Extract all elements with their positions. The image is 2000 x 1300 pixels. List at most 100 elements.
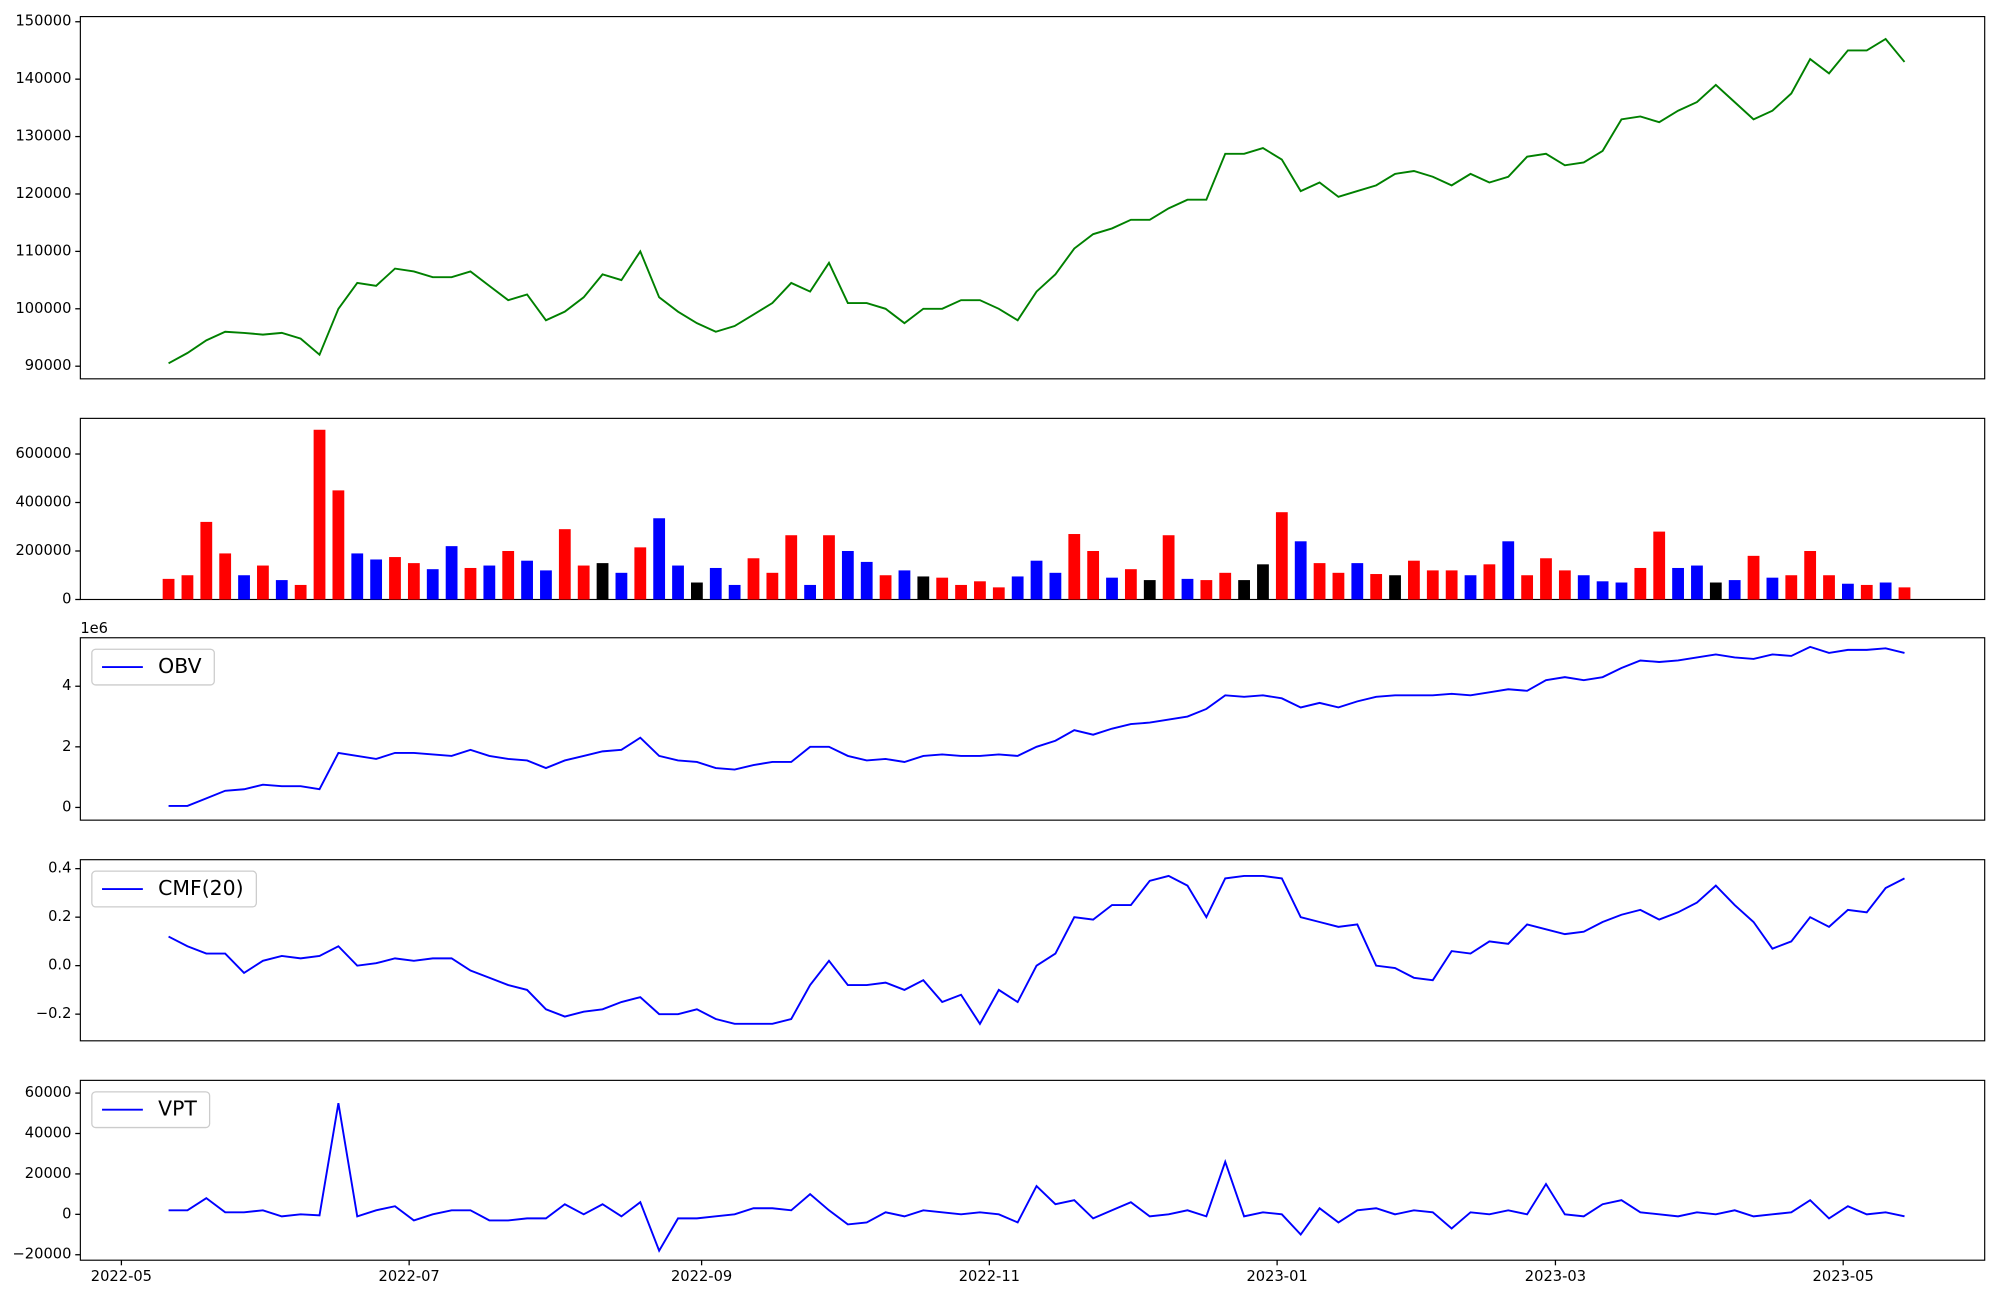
legend-box	[91, 648, 215, 686]
volume-bar	[1898, 587, 1911, 600]
volume-bar	[1596, 581, 1609, 600]
volume-bar	[1275, 512, 1288, 600]
volume-bar	[747, 558, 760, 600]
legend-box	[91, 1091, 211, 1129]
y-tick-label: 200000	[15, 542, 71, 559]
volume-bar	[804, 584, 817, 600]
y-tick-label: 150000	[15, 13, 71, 30]
y-tick-label: 0	[62, 1205, 71, 1222]
y-tick-label: 0	[62, 590, 71, 607]
x-tick-label: 2023-05	[1813, 1268, 1874, 1285]
volume-bar	[1408, 560, 1420, 600]
volume-bar	[407, 563, 420, 600]
volume-bar	[1615, 582, 1628, 600]
axes-frame	[79, 16, 1986, 380]
volume-bar	[1049, 572, 1062, 600]
volume-bar	[1728, 580, 1741, 600]
y-tick-label: 20000	[25, 1165, 72, 1182]
volume-bar	[1823, 575, 1835, 600]
y-tick-label: 60000	[25, 1084, 72, 1101]
volume-bar	[238, 575, 250, 600]
volume-bar	[577, 565, 590, 600]
volume-bar	[1087, 550, 1100, 600]
x-tick-label: 2023-01	[1246, 1268, 1307, 1285]
volume-bar	[1709, 582, 1722, 600]
volume-bar	[464, 567, 477, 600]
volume-bar	[690, 582, 703, 600]
x-tick-label: 2022-05	[91, 1268, 152, 1285]
volume-bar	[728, 584, 741, 600]
volume-bar	[1124, 569, 1137, 600]
y-tick-label: 0.4	[48, 860, 71, 877]
y-tick-label: 130000	[15, 128, 71, 145]
volume-bar	[1389, 575, 1401, 600]
volume-bar	[219, 553, 232, 600]
y-tick-label: 90000	[25, 357, 72, 374]
volume-bar	[1747, 555, 1760, 600]
volume-bar	[370, 559, 383, 600]
volume-bar	[351, 553, 364, 600]
volume-bar	[879, 575, 892, 600]
volume-bar	[181, 575, 194, 600]
volume-bar	[1238, 580, 1250, 600]
volume-bar	[653, 518, 666, 600]
y-tick-label: 400000	[15, 494, 71, 511]
volume-bar	[955, 584, 967, 600]
y-tick-label: −0.2	[36, 1005, 72, 1022]
volume-bar	[257, 565, 269, 600]
volume-bar	[917, 576, 930, 600]
y-tick-label: −20000	[13, 1246, 72, 1263]
y-tick-label: 4	[62, 677, 71, 694]
y-tick-label: 0.2	[48, 908, 71, 925]
volume-bar	[634, 547, 647, 600]
volume-bar	[389, 557, 401, 600]
volume-bar	[1502, 541, 1515, 600]
volume-bar	[1426, 570, 1439, 600]
volume-bar	[1030, 560, 1043, 600]
volume-bar	[1219, 572, 1232, 600]
volume-bar	[1691, 565, 1703, 600]
volume-bar	[1483, 564, 1496, 600]
legend-text: OBV	[158, 654, 201, 678]
volume-bar	[540, 570, 552, 600]
line	[168, 874, 1905, 1026]
volume-bar	[936, 577, 949, 600]
y-tick-label: 120000	[15, 185, 71, 202]
volume-bar	[294, 584, 307, 600]
x-tick-label: 2022-11	[959, 1268, 1020, 1285]
volume-bar	[898, 570, 911, 600]
y-tick-label: 600000	[15, 445, 71, 462]
volume-bar	[672, 565, 684, 600]
volume-bar	[426, 569, 439, 600]
volume-bar	[332, 490, 345, 600]
volume-bar	[1068, 534, 1081, 600]
volume-bar	[1200, 580, 1213, 600]
y-tick-label: 2	[62, 738, 71, 755]
legend-text: CMF(20)	[158, 876, 243, 900]
volume-bar	[1672, 567, 1684, 600]
legend-text: VPT	[158, 1097, 197, 1121]
volume-bar	[275, 580, 288, 600]
axes-frame	[79, 637, 1986, 821]
volume-bar	[841, 550, 854, 600]
axes-frame	[79, 1079, 1986, 1261]
volume-bar	[1464, 575, 1477, 600]
volume-bar	[823, 535, 835, 600]
volume-bar	[615, 572, 628, 600]
volume-bar	[1785, 575, 1798, 600]
volume-bar	[483, 565, 496, 600]
legend-box	[91, 870, 257, 908]
y-tick-label: 100000	[15, 300, 71, 317]
volume-bar	[1351, 563, 1364, 600]
volume-bar	[1313, 563, 1326, 600]
volume-bar	[1804, 550, 1817, 600]
axis-offset-label: 1e6	[80, 620, 108, 637]
volume-bar	[502, 550, 515, 600]
volume-bar	[1445, 570, 1458, 600]
volume-bar	[1558, 570, 1571, 600]
volume-bar	[200, 521, 213, 600]
line	[168, 1103, 1905, 1253]
line	[168, 645, 1905, 807]
